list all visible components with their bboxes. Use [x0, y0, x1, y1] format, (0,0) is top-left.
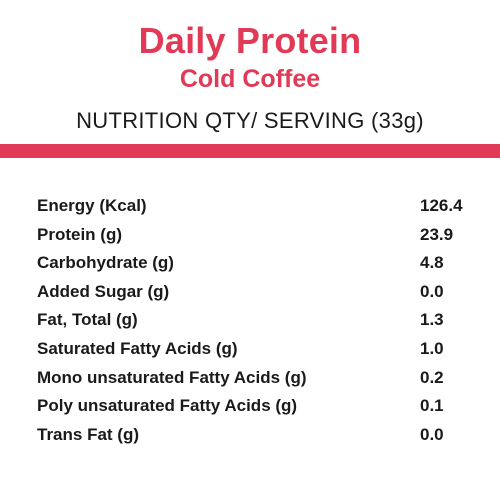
nutrition-row-energy: Energy (Kcal) 126.4: [37, 192, 467, 221]
nutrition-row-mono-unsaturated-fat: Mono unsaturated Fatty Acids (g) 0.2: [37, 364, 467, 393]
nutrient-value: 4.8: [420, 253, 444, 273]
nutrient-label: Poly unsaturated Fatty Acids (g): [37, 396, 298, 416]
nutrient-value: 1.3: [420, 310, 444, 330]
nutrient-value: 0.2: [420, 367, 444, 387]
nutrition-row-added-sugar: Added Sugar (g) 0.0: [37, 278, 467, 307]
nutrient-value: 0.0: [420, 424, 444, 444]
nutrition-row-fat-total: Fat, Total (g) 1.3: [37, 306, 467, 335]
nutrition-row-trans-fat: Trans Fat (g) 0.0: [37, 421, 467, 450]
nutrient-label: Added Sugar (g): [37, 281, 170, 301]
nutrient-value: 1.0: [420, 338, 444, 358]
nutrition-row-poly-unsaturated-fat: Poly unsaturated Fatty Acids (g) 0.1: [37, 392, 467, 421]
serving-size-heading: NUTRITION QTY/ SERVING (33g): [76, 108, 424, 133]
nutrient-label: Protein (g): [37, 224, 122, 244]
nutrient-value: 0.1: [420, 396, 444, 416]
nutrient-value: 23.9: [420, 224, 454, 244]
nutrient-label: Carbohydrate (g): [37, 253, 174, 273]
product-title: Daily Protein: [138, 20, 362, 61]
nutrient-label: Fat, Total (g): [37, 310, 138, 330]
nutrient-label: Saturated Fatty Acids (g): [37, 338, 238, 358]
nutrition-table: Energy (Kcal) 126.4 Protein (g) 23.9 Car…: [37, 192, 467, 449]
nutrient-label: Energy (Kcal): [37, 196, 147, 215]
nutrient-label: Trans Fat (g): [37, 424, 140, 444]
nutrition-row-carbohydrate: Carbohydrate (g) 4.8: [37, 249, 467, 278]
nutrient-label: Mono unsaturated Fatty Acids (g): [37, 367, 307, 387]
nutrient-value: 126.4: [420, 196, 463, 215]
nutrition-row-protein: Protein (g) 23.9: [37, 221, 467, 250]
accent-divider-bar: [0, 144, 500, 158]
nutrient-value: 0.0: [420, 281, 444, 301]
product-subtitle: Cold Coffee: [179, 65, 321, 93]
nutrition-row-saturated-fat: Saturated Fatty Acids (g) 1.0: [37, 335, 467, 364]
